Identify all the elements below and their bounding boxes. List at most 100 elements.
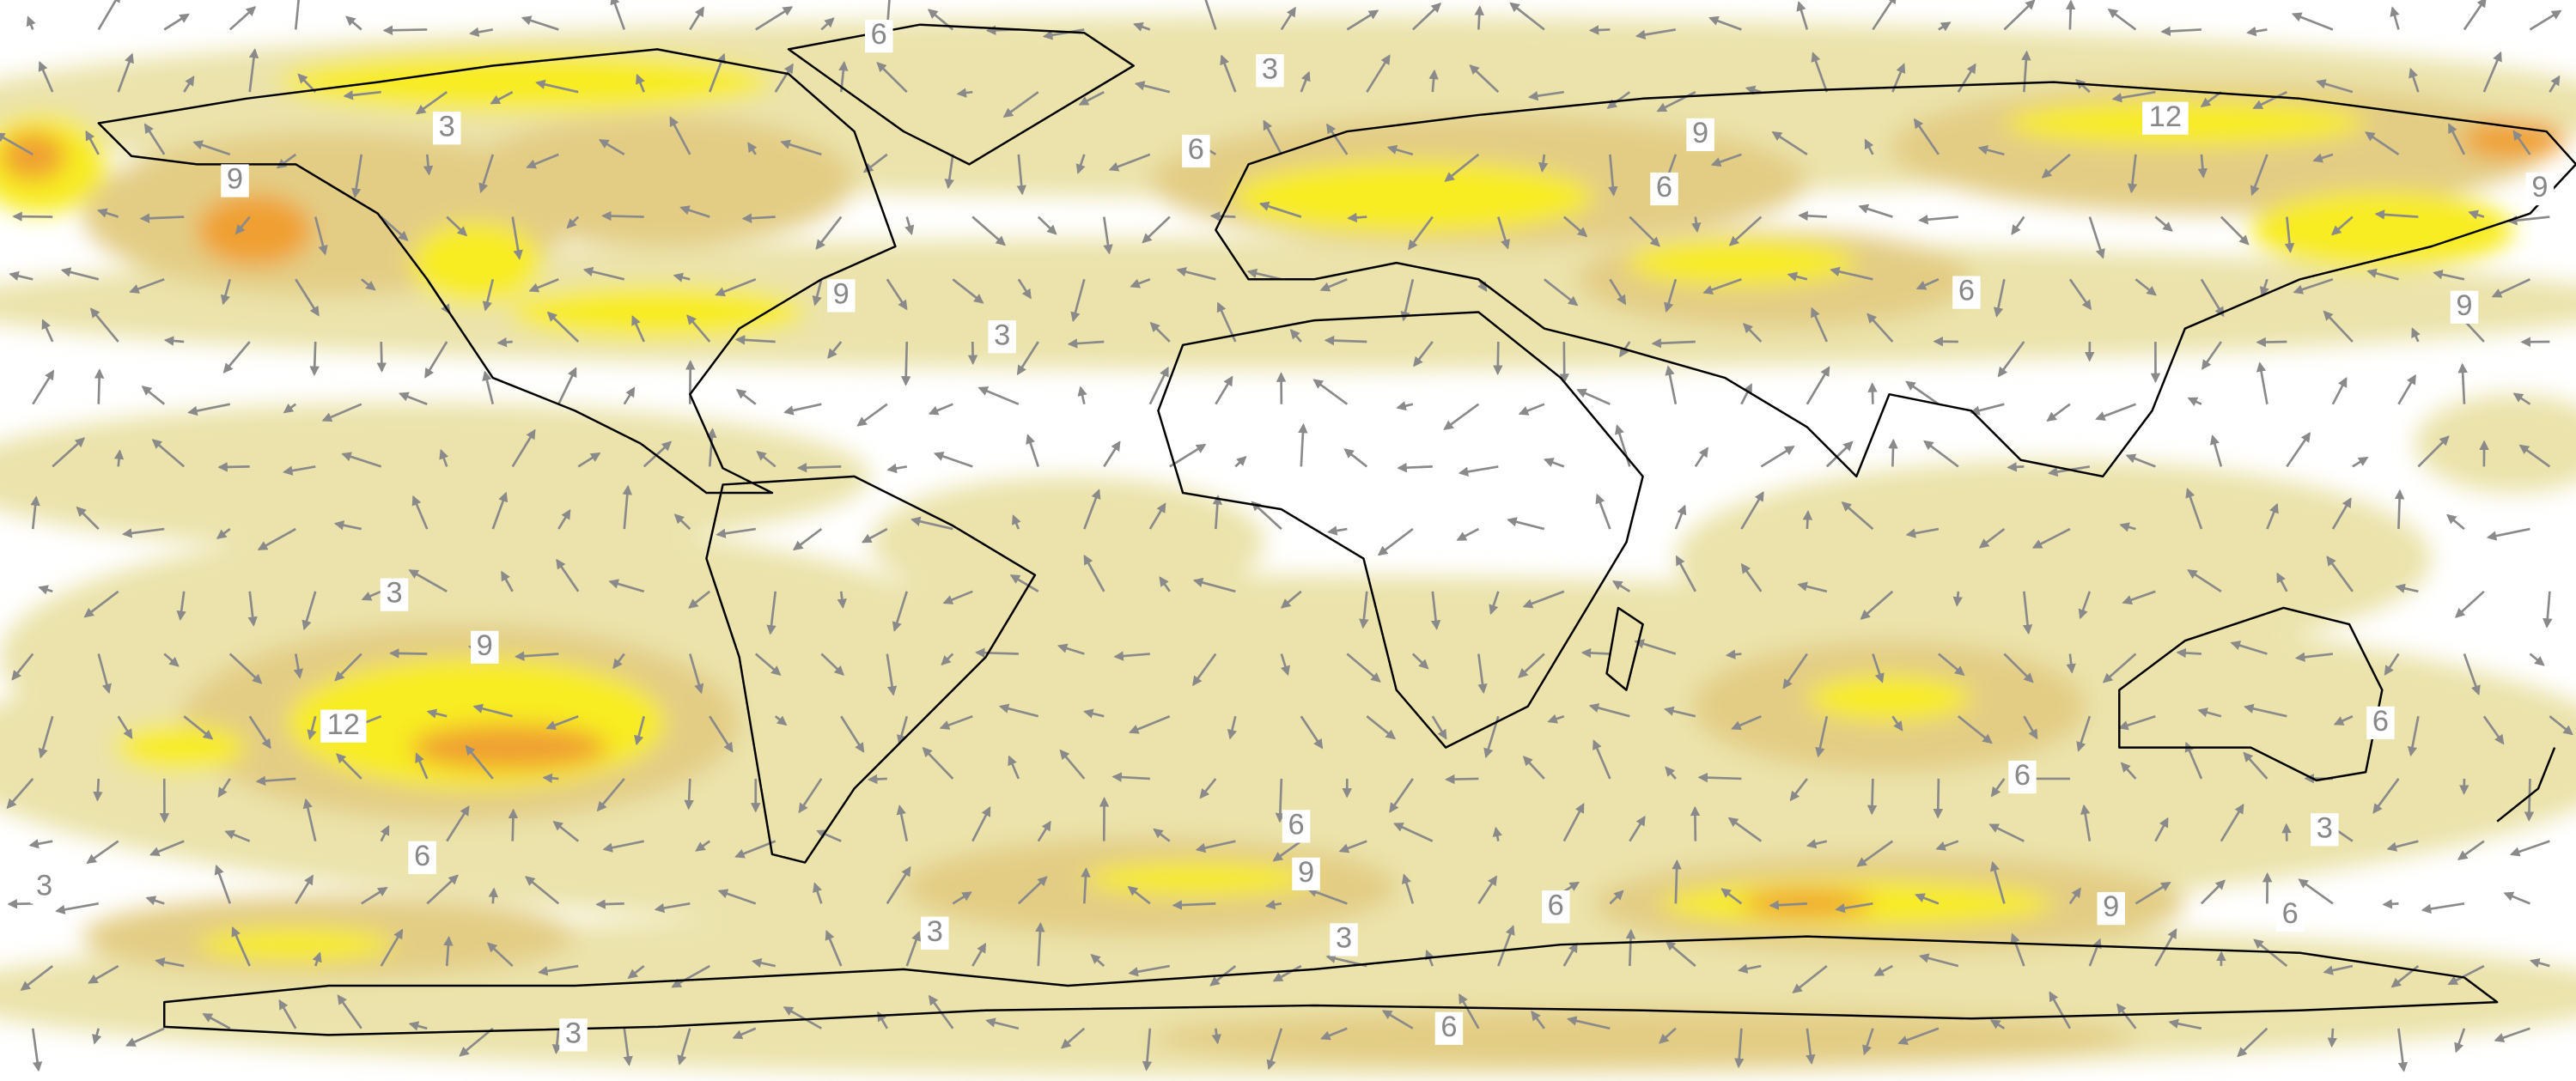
wind-arrow [302, 798, 317, 841]
wind-arrow [783, 1006, 822, 1029]
wind-arrow [2457, 840, 2485, 860]
wind-arrow [508, 808, 519, 841]
wind-arrow [1176, 266, 1216, 281]
wind-arrow [163, 13, 190, 31]
wind-arrow [515, 651, 559, 661]
wind-arrow [1697, 772, 1742, 783]
wind-arrow [1858, 203, 1893, 218]
wind-arrow [459, 1027, 494, 1057]
wind-arrow [1745, 85, 1762, 95]
wind-arrow [2386, 840, 2419, 852]
contour-label: 9 [477, 629, 493, 662]
wind-arrow [1343, 448, 1368, 468]
wind-arrow [1127, 885, 1151, 905]
wind-arrow [2524, 778, 2535, 822]
wind-arrow [1675, 555, 1697, 592]
wind-arrow [2447, 123, 2466, 155]
wind-arrow [671, 964, 710, 988]
wind-arrow [2463, 0, 2487, 31]
contour-label: 12 [2149, 100, 2182, 133]
wind-arrow [2463, 653, 2481, 695]
wind-arrow [92, 1028, 102, 1045]
wind-arrow [2125, 453, 2156, 468]
wind-arrow [2187, 397, 2202, 407]
wind-arrow [26, 15, 36, 30]
wind-arrow [1011, 514, 1021, 530]
wind-arrow [2046, 403, 2071, 422]
wind-arrow [971, 216, 1006, 246]
wind-arrow [2209, 434, 2223, 467]
wind-arrow [163, 336, 185, 346]
wind-arrow [7, 899, 33, 909]
wind-arrow [1702, 278, 1742, 295]
wind-arrow [904, 216, 915, 236]
wind-arrow [2122, 590, 2156, 605]
new-zealand [2496, 747, 2556, 823]
contour-label: 9 [2531, 171, 2548, 203]
wind-arrow [595, 899, 624, 909]
wind-arrow [2111, 90, 2156, 103]
wind-arrow [234, 216, 251, 235]
wind-arrow [1338, 840, 1367, 853]
wind-arrow [486, 942, 514, 968]
wind-arrow [2197, 154, 2208, 179]
wind-arrow [2433, 270, 2465, 281]
wind-arrow [155, 957, 185, 968]
wind-arrow [1306, 887, 1348, 905]
wind-arrow [2201, 341, 2222, 370]
wind-arrow [566, 216, 580, 229]
wind-arrow [837, 591, 847, 610]
wind-arrow [276, 153, 297, 169]
contour-label: 3 [1262, 52, 1278, 85]
wind-arrow [2021, 50, 2031, 93]
wind-arrow [217, 462, 250, 472]
wind-arrow [443, 935, 454, 967]
wind-arrow [735, 388, 757, 405]
wind-arrow [216, 528, 231, 539]
label-box [2097, 891, 2125, 926]
wind-arrow [360, 278, 376, 291]
label-box [1282, 810, 1311, 843]
wind-arrow [2259, 278, 2269, 297]
wind-arrow [2518, 444, 2551, 468]
wind-arrow [1298, 422, 1308, 467]
wind-arrow [1113, 651, 1150, 661]
wind-arrow [952, 891, 972, 905]
contour-label: 9 [833, 277, 850, 310]
label-box [1952, 276, 1981, 309]
wind-arrow [1300, 715, 1324, 750]
wind-arrow [732, 1027, 757, 1040]
wind-arrow [283, 403, 297, 414]
contour-label: 6 [2372, 705, 2389, 738]
wind-arrow [2256, 337, 2287, 348]
wind-arrow [2107, 8, 2137, 31]
contour-label: 6 [1958, 275, 1975, 307]
wind-arrow [295, 278, 320, 317]
wind-arrow [1993, 279, 2006, 318]
wind-arrow [1111, 772, 1150, 782]
label-box [2275, 898, 2305, 932]
wind-arrow [812, 278, 823, 307]
wind-arrow [2327, 1028, 2337, 1048]
wind-arrow [1251, 501, 1282, 531]
wind-arrow [1090, 954, 1105, 968]
wind-arrow [38, 715, 54, 759]
wind-arrow [2482, 51, 2502, 93]
contour-label: 3 [565, 1017, 582, 1050]
wind-arrow [1026, 434, 1040, 467]
wind-arrow [1401, 873, 1415, 904]
wind-arrow [956, 88, 973, 98]
wind-arrow [96, 208, 119, 218]
wind-arrow [796, 462, 842, 473]
wind-arrow [1958, 715, 1993, 744]
wind-arrow [610, 0, 626, 30]
wind-arrow [2382, 899, 2399, 909]
wind-arrow [756, 450, 776, 468]
wind-arrow [2252, 90, 2287, 110]
wind-arrow [1625, 928, 1636, 967]
wind-arrow [2390, 6, 2400, 30]
madagascar [1605, 606, 1644, 691]
wind-arrow [623, 1028, 633, 1066]
wind-arrow [2220, 803, 2244, 842]
wind-arrow [1280, 590, 1302, 609]
